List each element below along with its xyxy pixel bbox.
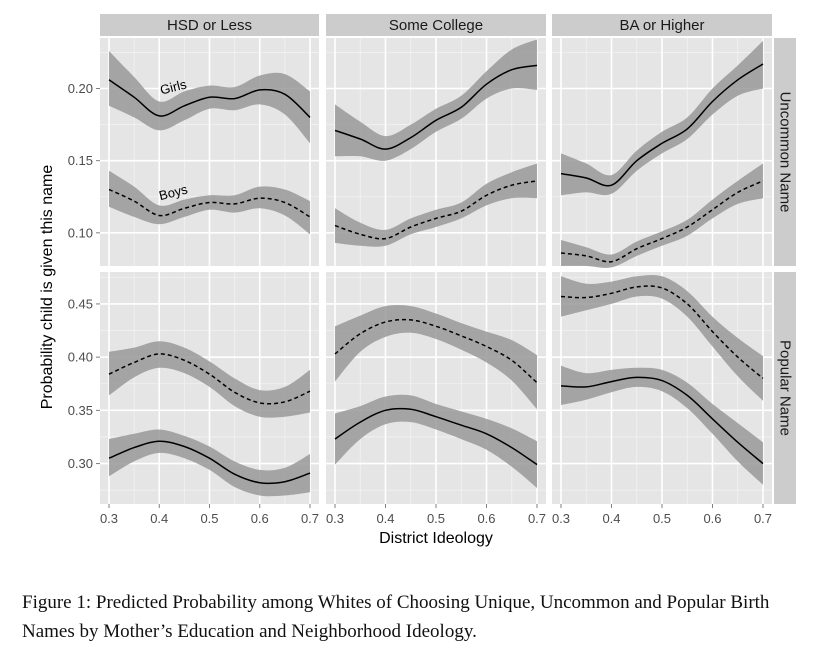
column-strip (326, 14, 546, 36)
x-tick-label: 0.4 (602, 511, 620, 526)
series-line-dashed (108, 353, 311, 405)
series-line-dashed (560, 180, 764, 263)
confidence-band (335, 394, 537, 488)
facet-strips: Uncommon Name Popular Name HSD or Less Some… (100, 14, 796, 504)
x-tick-label: 0.5 (653, 511, 671, 526)
y-axis-title: Probability child is given this name (39, 165, 56, 410)
y-tick-label: 0.45 (68, 296, 93, 311)
series-line-dashed (108, 188, 311, 218)
series-line-solid (334, 407, 538, 466)
x-tick-label: 0.3 (326, 511, 344, 526)
confidence-band (561, 365, 763, 485)
confidence-band (335, 305, 537, 410)
confidence-band (109, 341, 310, 418)
column-strip-label: BA or Higher (619, 17, 704, 34)
x-tick-label: 0.5 (427, 511, 445, 526)
series-line-solid (108, 440, 311, 485)
column-strip (552, 14, 772, 36)
confidence-band (561, 40, 763, 196)
series-line-solid (560, 63, 764, 187)
column-strip-label: Some College (389, 17, 483, 34)
y-tick-label: 0.10 (68, 225, 93, 240)
series-lines (108, 63, 764, 485)
column-strip (100, 14, 319, 36)
series-line-solid (334, 64, 538, 150)
x-tick-label: 0.6 (251, 511, 269, 526)
x-tick-label: 0.7 (528, 511, 546, 526)
series-line-solid (108, 79, 311, 118)
column-strip-label: HSD or Less (167, 17, 252, 34)
x-axis-title: District Ideology (379, 530, 493, 547)
confidence-band (335, 39, 537, 161)
y-tick-label: 0.20 (68, 81, 93, 96)
row-strip (774, 272, 796, 504)
row-strip (774, 38, 796, 266)
annotation-label: Boys (157, 181, 189, 203)
annotations: Girls Boys (157, 76, 189, 203)
y-tick-label: 0.15 (68, 153, 93, 168)
row-strip-label: Popular Name (777, 340, 794, 436)
row-strip-label: Uncommon Name (777, 92, 794, 213)
confidence-band (561, 163, 763, 268)
y-tick-label: 0.30 (68, 456, 93, 471)
x-tick-label: 0.3 (552, 511, 570, 526)
figure-caption: Figure 1: Predicted Probability among Wh… (22, 592, 770, 642)
confidence-band (561, 274, 763, 401)
y-tick-label: 0.35 (68, 403, 93, 418)
x-tick-label: 0.4 (376, 511, 394, 526)
series-line-solid (560, 376, 764, 465)
x-tick-label: 0.7 (301, 511, 319, 526)
x-tick-label: 0.5 (200, 511, 218, 526)
confidence-band (335, 163, 537, 247)
axis-ticks: 0.10 0.15 0.20 0.30 0.35 0.40 0.45 0.3 0.4 0.5 0.6… (68, 81, 772, 526)
x-tick-label: 0.6 (477, 511, 495, 526)
x-tick-label: 0.3 (100, 511, 118, 526)
y-tick-label: 0.40 (68, 350, 93, 365)
x-tick-label: 0.7 (754, 511, 772, 526)
annotation-label: Girls (158, 76, 188, 97)
series-line-dashed (334, 180, 538, 240)
faceted-line-chart: Uncommon Name Popular Name HSD or Less Some… (39, 14, 796, 547)
x-tick-label: 0.4 (150, 511, 168, 526)
x-tick-label: 0.6 (703, 511, 721, 526)
confidence-band (109, 429, 310, 497)
